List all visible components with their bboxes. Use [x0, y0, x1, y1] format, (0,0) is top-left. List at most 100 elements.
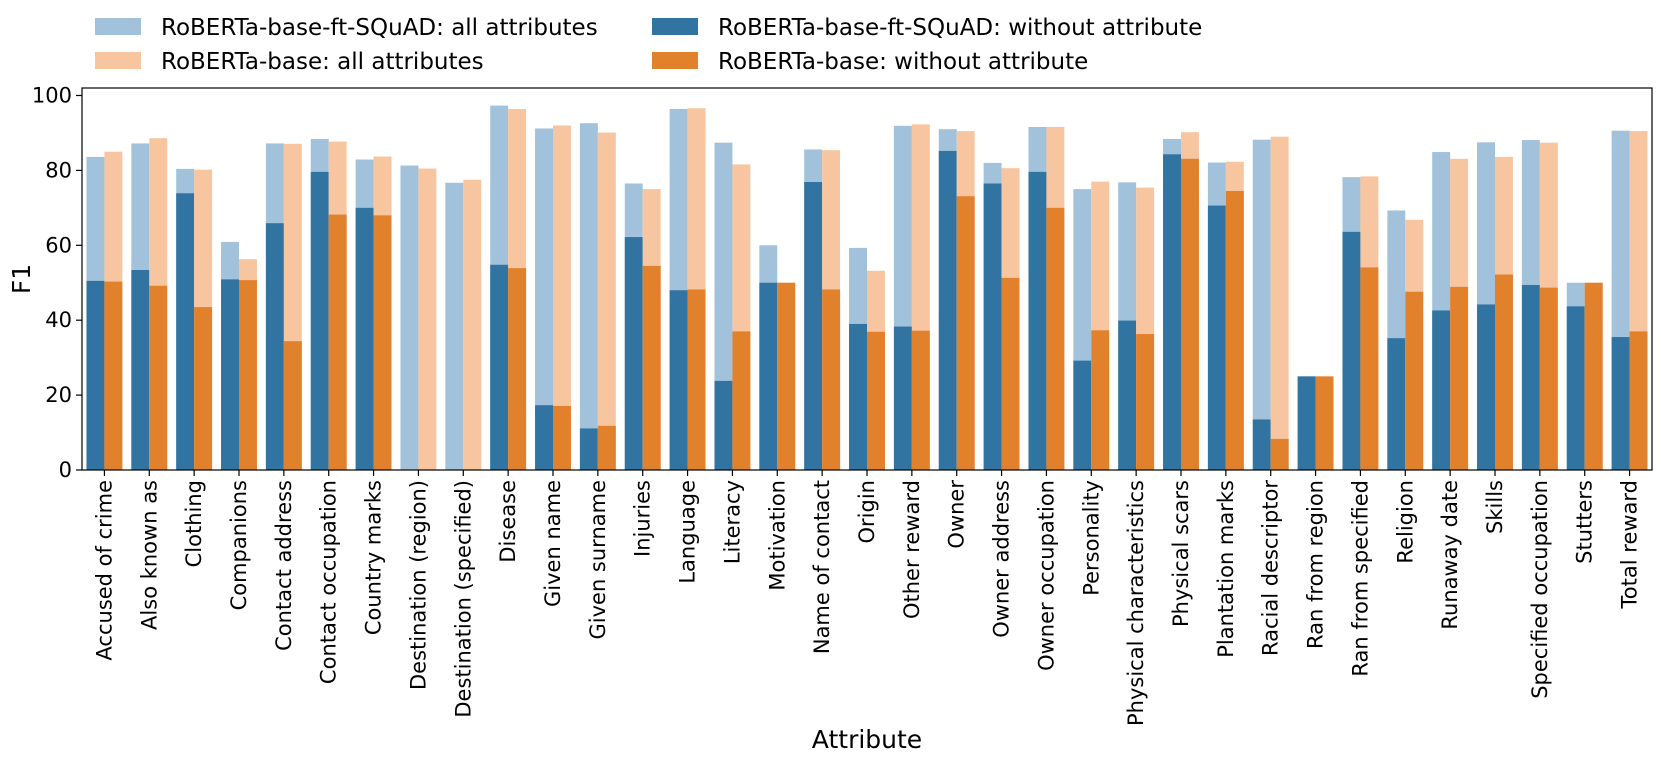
bar-roberta-base-without-attribute-10 [553, 405, 571, 470]
bar-roberta-base-without-attribute-0 [104, 281, 123, 470]
x-axis-title: Attribute [812, 725, 922, 754]
bar-roberta-base-ft-squad-all-attributes-10 [535, 128, 553, 470]
bar-roberta-base-ft-squad-without-attribute-25 [1207, 205, 1226, 471]
bar-roberta-base-ft-squad-without-attribute-34 [1611, 337, 1630, 470]
x-tick-label: Owner occupation [1034, 480, 1058, 671]
legend: RoBERTa-base-ft-SQuAD: all attributes RoB… [95, 15, 1202, 75]
x-tick-label: Disease [496, 480, 520, 563]
bar-roberta-base-ft-squad-without-attribute-2 [176, 193, 195, 471]
bar-roberta-base-ft-squad-without-attribute-26 [1252, 419, 1271, 470]
legend-label: RoBERTa-base: all attributes [161, 49, 484, 75]
bar-roberta-base-ft-squad-without-attribute-31 [1477, 304, 1495, 470]
bar-roberta-base-without-attribute-6 [373, 215, 392, 470]
bar-roberta-base-ft-squad-without-attribute-13 [669, 290, 688, 470]
x-tick-label: Owner address [990, 480, 1014, 638]
bar-roberta-base-ft-squad-without-attribute-24 [1163, 154, 1181, 470]
bar-roberta-base-all-attributes-11 [597, 132, 616, 471]
x-tick-label: Plantation marks [1214, 480, 1238, 658]
legend-swatch [652, 18, 698, 35]
x-tick-label: Companions [227, 480, 251, 610]
bar-roberta-base-without-attribute-4 [283, 341, 302, 470]
bar-roberta-base-all-attributes-8 [463, 179, 482, 471]
bar-roberta-base-ft-squad-without-attribute-22 [1073, 360, 1092, 470]
bar-roberta-base-without-attribute-17 [867, 331, 885, 470]
bar-roberta-base-without-attribute-32 [1539, 287, 1558, 470]
bar-roberta-base-without-attribute-25 [1225, 190, 1244, 471]
x-tick-label: Racial descriptor [1259, 480, 1283, 656]
bar-roberta-base-ft-squad-without-attribute-20 [983, 183, 1002, 470]
x-tick-label: Ran from specified [1348, 480, 1372, 677]
x-tick-label: Origin [855, 480, 879, 543]
bar-roberta-base-ft-squad-without-attribute-29 [1387, 338, 1406, 470]
x-tick-label: Given surname [586, 480, 610, 640]
bar-roberta-base-ft-squad-without-attribute-12 [624, 237, 643, 470]
x-tick-label: Skills [1483, 480, 1507, 534]
legend-label: RoBERTa-base-ft-SQuAD: without attribute [718, 15, 1202, 41]
x-tick-label: Country marks [362, 480, 386, 635]
bar-roberta-base-without-attribute-14 [732, 331, 751, 470]
x-tick-label: Physical scars [1169, 480, 1193, 627]
bar-roberta-base-ft-squad-all-attributes-8 [445, 182, 464, 470]
x-tick-label: Clothing [182, 480, 206, 567]
bar-roberta-base-without-attribute-5 [328, 214, 347, 470]
bar-roberta-base-ft-squad-without-attribute-5 [310, 171, 329, 470]
bar-roberta-base-without-attribute-18 [911, 330, 930, 470]
bar-roberta-base-all-attributes-7 [418, 168, 437, 471]
bar-roberta-base-ft-squad-without-attribute-15 [759, 282, 778, 470]
bar-roberta-base-without-attribute-28 [1360, 267, 1379, 470]
bar-roberta-base-ft-squad-without-attribute-21 [1028, 171, 1047, 470]
x-tick-label: Contact address [272, 480, 296, 651]
y-tick-label: 20 [45, 383, 72, 407]
bar-roberta-base-ft-squad-without-attribute-33 [1566, 306, 1585, 470]
bar-roberta-base-without-attribute-31 [1495, 274, 1513, 470]
x-tick-label: Ran from region [1304, 480, 1328, 649]
x-tick-label: Accused of crime [92, 480, 116, 661]
bar-roberta-base-ft-squad-without-attribute-30 [1432, 310, 1451, 470]
x-tick-label: Also known as [137, 480, 161, 630]
y-tick-label: 80 [45, 158, 72, 182]
bar-roberta-base-without-attribute-19 [956, 196, 975, 470]
legend-swatch [95, 18, 141, 35]
x-axis: Accused of crime Also known as Clothing Com… [92, 470, 1642, 726]
x-tick-label: Specified occupation [1528, 480, 1552, 699]
bar-roberta-base-ft-squad-without-attribute-6 [355, 207, 374, 470]
x-tick-label: Name of contact [810, 480, 834, 654]
bar-roberta-base-ft-squad-without-attribute-18 [893, 326, 912, 470]
bar-roberta-base-ft-squad-without-attribute-0 [86, 280, 105, 470]
y-axis-title: F1 [7, 264, 36, 294]
bar-roberta-base-without-attribute-1 [149, 285, 168, 470]
bar-roberta-base-without-attribute-11 [597, 425, 616, 470]
x-tick-label: Destination (region) [406, 480, 430, 690]
y-tick-label: 100 [32, 83, 72, 107]
bar-roberta-base-without-attribute-30 [1450, 286, 1469, 470]
bar-roberta-base-ft-squad-without-attribute-32 [1521, 284, 1540, 470]
y-tick-label: 40 [45, 308, 72, 332]
bar-roberta-base-all-attributes-26 [1270, 136, 1289, 470]
bar-roberta-base-all-attributes-10 [553, 125, 571, 470]
x-tick-label: Language [676, 480, 700, 584]
bar-roberta-base-without-attribute-3 [239, 280, 257, 470]
legend-swatch [652, 52, 698, 69]
bar-roberta-base-without-attribute-16 [822, 289, 841, 470]
bar-roberta-base-ft-squad-without-attribute-1 [131, 270, 150, 470]
legend-label: RoBERTa-base-ft-SQuAD: all attributes [161, 15, 598, 41]
bar-roberta-base-without-attribute-2 [194, 307, 213, 470]
x-tick-label: Destination (specified) [451, 480, 475, 718]
x-tick-label: Owner [945, 480, 969, 549]
bar-roberta-base-ft-squad-without-attribute-11 [579, 428, 598, 470]
x-tick-label: Motivation [765, 480, 789, 591]
x-tick-label: Other reward [900, 480, 924, 619]
bar-roberta-base-ft-squad-without-attribute-16 [804, 182, 823, 470]
bar-roberta-base-without-attribute-34 [1629, 331, 1648, 470]
x-tick-label: Total reward [1618, 480, 1642, 609]
bar-roberta-base-without-attribute-21 [1046, 207, 1065, 470]
bar-roberta-base-ft-squad-all-attributes-7 [400, 165, 419, 470]
bar-roberta-base-ft-squad-without-attribute-3 [221, 279, 239, 470]
x-tick-label: Religion [1393, 480, 1417, 564]
x-tick-label: Runaway date [1438, 480, 1462, 630]
y-tick-label: 0 [59, 458, 72, 482]
bar-roberta-base-ft-squad-without-attribute-19 [938, 150, 957, 470]
bar-roberta-base-ft-squad-without-attribute-10 [535, 405, 553, 470]
legend-swatch [95, 52, 141, 69]
